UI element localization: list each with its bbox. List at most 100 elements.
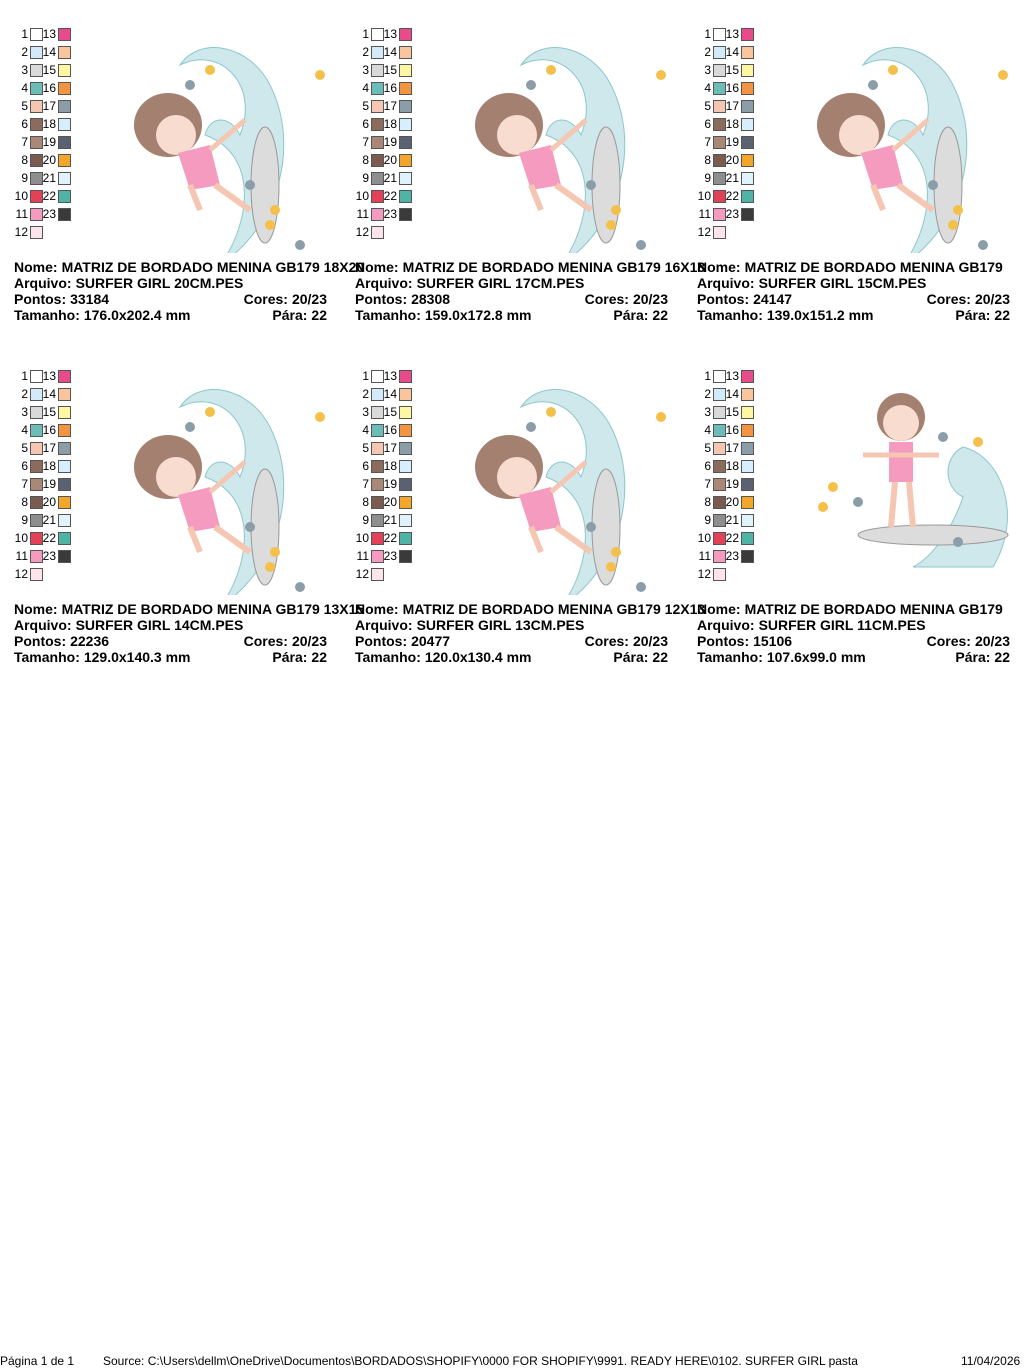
art-shape bbox=[526, 80, 536, 90]
info-field: Arquivo: SURFER GIRL 13CM.PES bbox=[355, 617, 584, 633]
palette-number: 16 bbox=[383, 81, 397, 95]
design-info: Nome: MATRIZ DE BORDADO MENINA GB179 16X1… bbox=[355, 259, 705, 323]
palette-number: 7 bbox=[362, 135, 369, 149]
info-value: 20/23 bbox=[974, 291, 1010, 307]
info-field: Cores: 20/23 bbox=[585, 633, 668, 649]
palette-swatch bbox=[30, 406, 43, 419]
info-label: Pontos: bbox=[14, 291, 67, 307]
info-label: Arquivo: bbox=[697, 617, 755, 633]
info-field: Tamanho: 139.0x151.2 mm bbox=[697, 307, 874, 323]
palette-number: 7 bbox=[704, 135, 711, 149]
art-shape bbox=[870, 183, 886, 212]
palette-number: 20 bbox=[383, 495, 397, 509]
palette-swatch bbox=[713, 496, 726, 509]
art-shape bbox=[185, 422, 195, 432]
info-label: Cores: bbox=[926, 291, 971, 307]
palette-swatch bbox=[713, 64, 726, 77]
art-shape bbox=[270, 547, 280, 557]
art-shape bbox=[853, 497, 863, 507]
palette-swatch bbox=[30, 154, 43, 167]
palette-swatch bbox=[741, 460, 754, 473]
design-card: 1 2 3 4 5 6 7 8 9 10 11 12 13 14 15 16 17 18 19 20 21 22 23 Nom… bbox=[14, 367, 364, 687]
art-shape bbox=[208, 118, 247, 152]
art-shape bbox=[998, 70, 1008, 80]
info-label: Cores: bbox=[243, 291, 288, 307]
art-shape bbox=[606, 562, 616, 572]
palette-swatch bbox=[371, 514, 384, 527]
palette-swatch bbox=[30, 208, 43, 221]
palette-number: 2 bbox=[21, 387, 28, 401]
palette-number: 17 bbox=[725, 441, 739, 455]
art-shape bbox=[245, 522, 255, 532]
palette-swatch bbox=[713, 118, 726, 131]
palette-number: 11 bbox=[15, 549, 28, 563]
art-shape bbox=[546, 407, 556, 417]
art-shape bbox=[891, 118, 930, 152]
info-value: MATRIZ DE BORDADO MENINA GB179 16X18 bbox=[402, 259, 706, 275]
palette-swatch bbox=[30, 388, 43, 401]
palette-number: 5 bbox=[21, 441, 28, 455]
info-line: Tamanho: 159.0x172.8 mm Pára: 22 bbox=[355, 307, 668, 323]
info-label: Nome: bbox=[355, 601, 399, 617]
art-shape bbox=[554, 524, 593, 555]
palette-number: 16 bbox=[42, 423, 56, 437]
design-card: 1 2 3 4 5 6 7 8 9 10 11 12 13 14 15 16 17 18 19 20 21 22 23 Nom… bbox=[14, 25, 364, 345]
palette-swatch bbox=[399, 550, 412, 563]
art-shape bbox=[265, 220, 275, 230]
palette-number: 21 bbox=[725, 513, 739, 527]
design-card: 1 2 3 4 5 6 7 8 9 10 11 12 13 14 15 16 17 18 19 20 21 22 23 Nom… bbox=[697, 367, 1024, 687]
art-shape bbox=[185, 80, 195, 90]
palette-number: 20 bbox=[725, 495, 739, 509]
art-shape bbox=[953, 205, 963, 215]
info-label: Cores: bbox=[926, 633, 971, 649]
info-value: MATRIZ DE BORDADO MENINA GB179 bbox=[744, 259, 1003, 275]
design-preview bbox=[817, 47, 1008, 253]
palette-number: 23 bbox=[725, 549, 739, 563]
palette-swatch bbox=[30, 118, 43, 131]
palette-number: 18 bbox=[42, 459, 56, 473]
palette-swatch bbox=[741, 172, 754, 185]
footer-page: Página 1 de 1 bbox=[0, 1354, 75, 1368]
palette-swatch bbox=[399, 370, 412, 383]
palette-swatch bbox=[58, 28, 71, 41]
design-info: Nome: MATRIZ DE BORDADO MENINA GB179 Arqui… bbox=[697, 259, 1010, 323]
palette-swatch bbox=[371, 208, 384, 221]
palette-number: 22 bbox=[725, 189, 739, 203]
palette-number: 12 bbox=[355, 225, 369, 239]
palette-swatch bbox=[58, 514, 71, 527]
palette-swatch bbox=[30, 190, 43, 203]
palette-swatch bbox=[371, 64, 384, 77]
info-value: 22 bbox=[311, 649, 327, 665]
palette-number: 15 bbox=[725, 63, 739, 77]
design-preview bbox=[475, 389, 666, 595]
info-label: Cores: bbox=[243, 633, 288, 649]
palette-swatch bbox=[371, 172, 384, 185]
info-line: Arquivo: SURFER GIRL 17CM.PES bbox=[355, 275, 668, 291]
palette-swatch bbox=[741, 28, 754, 41]
info-line: Nome: MATRIZ DE BORDADO MENINA GB179 18X2… bbox=[14, 259, 364, 275]
palette-swatch bbox=[371, 46, 384, 59]
info-value: SURFER GIRL 13CM.PES bbox=[416, 617, 585, 633]
info-label: Pára: bbox=[613, 649, 649, 665]
palette-swatch bbox=[58, 172, 71, 185]
palette-swatch bbox=[713, 136, 726, 149]
palette-number: 3 bbox=[704, 405, 711, 419]
footer-source: Source: C:\Users\dellm\OneDrive\Document… bbox=[103, 1354, 858, 1368]
palette-number: 2 bbox=[704, 387, 711, 401]
palette-swatch bbox=[371, 370, 384, 383]
palette-number: 5 bbox=[362, 99, 369, 113]
info-label: Pontos: bbox=[355, 291, 408, 307]
art-shape bbox=[948, 220, 958, 230]
palette-swatch bbox=[30, 496, 43, 509]
info-label: Tamanho: bbox=[355, 307, 421, 323]
palette-swatch bbox=[741, 100, 754, 113]
info-field: Tamanho: 176.0x202.4 mm bbox=[14, 307, 191, 323]
palette-number: 18 bbox=[383, 117, 397, 131]
palette-number: 22 bbox=[383, 531, 397, 545]
art-shape bbox=[611, 547, 621, 557]
palette-swatch bbox=[741, 388, 754, 401]
art-shape bbox=[528, 525, 544, 554]
info-value: 107.6x99.0 mm bbox=[766, 649, 866, 665]
info-label: Tamanho: bbox=[697, 307, 763, 323]
art-shape bbox=[546, 65, 556, 75]
